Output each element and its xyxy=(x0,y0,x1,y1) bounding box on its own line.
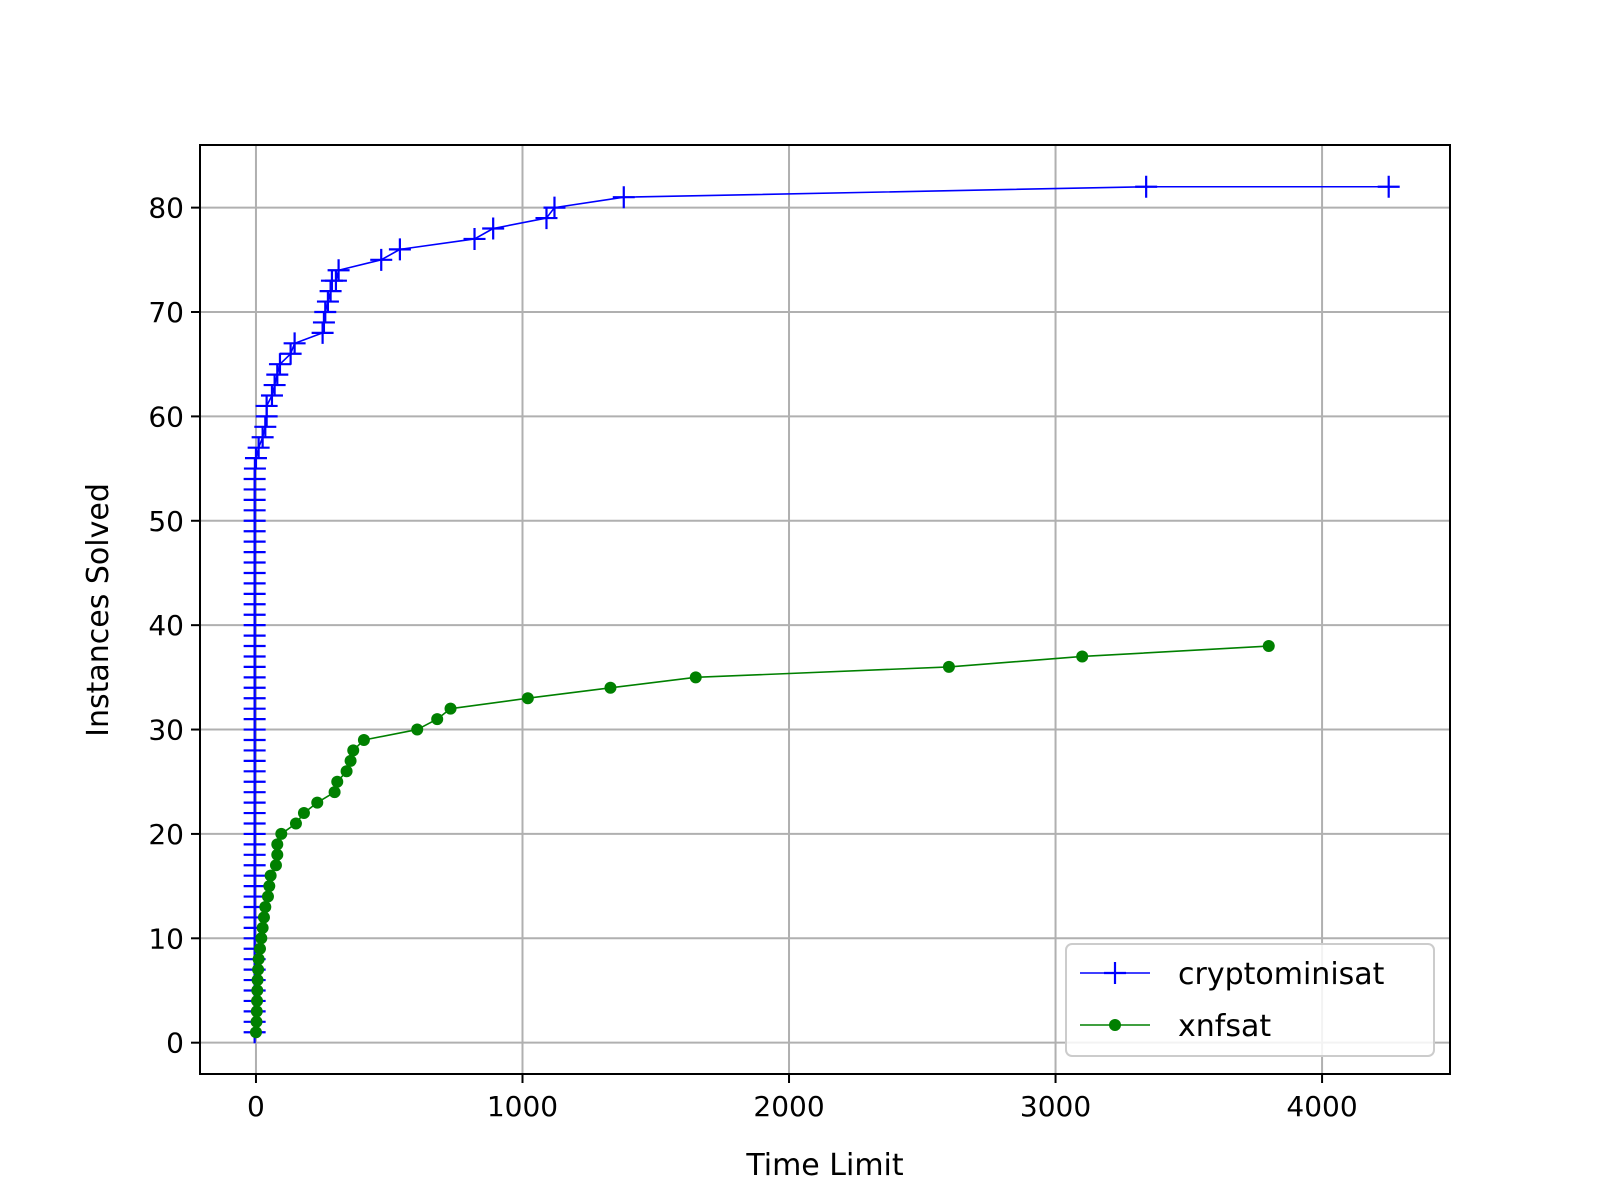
data-point-cryptominisat xyxy=(254,415,277,438)
data-point-cryptominisat xyxy=(244,447,267,470)
data-point-cryptominisat xyxy=(1377,175,1400,198)
data-point-xnfsat xyxy=(604,681,617,694)
data-point-xnfsat xyxy=(331,775,344,788)
y-tick-label: 60 xyxy=(148,400,184,433)
x-tick-label: 1000 xyxy=(487,1090,558,1123)
y-tick-label: 40 xyxy=(148,609,184,642)
y-axis-label: Instances Solved xyxy=(81,483,116,737)
data-point-xnfsat xyxy=(297,807,310,820)
data-point-xnfsat xyxy=(344,754,357,767)
data-point-cryptominisat xyxy=(266,363,289,386)
data-point-xnfsat xyxy=(269,859,282,872)
data-point-xnfsat xyxy=(411,723,424,736)
y-tick-label: 80 xyxy=(148,192,184,225)
data-point-cryptominisat xyxy=(388,238,411,261)
data-point-xnfsat xyxy=(252,963,265,976)
data-point-xnfsat xyxy=(431,713,444,726)
data-point-xnfsat xyxy=(340,765,353,778)
legend-marker-cryptominisat xyxy=(1104,962,1126,984)
data-point-cryptominisat xyxy=(463,227,486,250)
series-xnfsat xyxy=(249,640,1275,1039)
legend: cryptominisat xnfsat xyxy=(1065,943,1435,1057)
data-point-xnfsat xyxy=(271,838,284,851)
data-point-xnfsat xyxy=(255,932,268,945)
data-point-cryptominisat xyxy=(255,394,278,417)
data-point-cryptominisat xyxy=(279,342,302,365)
data-point-cryptominisat xyxy=(314,301,337,324)
data-point-xnfsat xyxy=(942,660,955,673)
data-point-xnfsat xyxy=(252,953,265,966)
plot-frame xyxy=(199,144,1451,1075)
data-point-cryptominisat xyxy=(612,186,635,209)
data-point-xnfsat xyxy=(357,733,370,746)
data-point-xnfsat xyxy=(275,827,288,840)
data-point-xnfsat xyxy=(250,1005,263,1018)
data-point-xnfsat xyxy=(271,848,284,861)
y-tick-label: 50 xyxy=(148,505,184,538)
data-point-cryptominisat xyxy=(1135,175,1158,198)
data-point-xnfsat xyxy=(251,984,264,997)
y-tick-label: 70 xyxy=(148,296,184,329)
data-point-cryptominisat xyxy=(316,290,339,313)
data-point-xnfsat xyxy=(328,786,341,799)
y-tick-label: 20 xyxy=(148,818,184,851)
data-point-cryptominisat xyxy=(312,311,335,334)
data-point-cryptominisat xyxy=(263,374,286,397)
data-point-cryptominisat xyxy=(283,332,306,355)
data-point-cryptominisat xyxy=(311,321,334,344)
data-point-xnfsat xyxy=(521,692,534,705)
data-point-cryptominisat xyxy=(482,217,505,240)
data-point-cryptominisat xyxy=(327,259,350,282)
x-tick-label: 2000 xyxy=(753,1090,824,1123)
x-tick-label: 4000 xyxy=(1286,1090,1357,1123)
grid xyxy=(200,145,1450,1074)
data-point-cryptominisat xyxy=(251,426,274,449)
axis-ticks: 0 1000 2000 3000 4000 0 10 20 30 40 50 60 70 80 xyxy=(148,192,1357,1123)
x-tick-label: 0 xyxy=(247,1090,265,1123)
data-point-cryptominisat xyxy=(268,353,291,376)
data-point-xnfsat xyxy=(250,1015,263,1028)
data-point-xnfsat xyxy=(253,942,266,955)
data-point-xnfsat xyxy=(257,911,270,924)
legend-box xyxy=(1065,943,1435,1057)
y-tick-label: 10 xyxy=(148,922,184,955)
data-point-cryptominisat xyxy=(370,248,393,271)
data-point-xnfsat xyxy=(444,702,457,715)
x-axis-label: Time Limit xyxy=(745,1148,904,1183)
data-point-xnfsat xyxy=(689,671,702,684)
plot-series xyxy=(243,175,1400,1044)
data-point-xnfsat xyxy=(1262,640,1275,653)
data-point-cryptominisat xyxy=(319,280,342,303)
data-point-xnfsat xyxy=(259,900,272,913)
data-point-cryptominisat xyxy=(543,196,566,219)
data-point-cryptominisat xyxy=(324,269,347,292)
legend-label-xnfsat: xnfsat xyxy=(1178,1009,1271,1044)
legend-marker-xnfsat xyxy=(1109,1019,1121,1031)
data-point-xnfsat xyxy=(264,869,277,882)
y-tick-label: 0 xyxy=(166,1027,184,1060)
x-tick-label: 3000 xyxy=(1020,1090,1091,1123)
data-point-xnfsat xyxy=(251,974,264,987)
data-point-xnfsat xyxy=(251,994,264,1007)
data-point-xnfsat xyxy=(249,1026,262,1039)
y-tick-label: 30 xyxy=(148,714,184,747)
data-point-xnfsat xyxy=(347,744,360,757)
data-point-xnfsat xyxy=(263,880,276,893)
legend-label-cryptominisat: cryptominisat xyxy=(1178,957,1385,992)
data-point-xnfsat xyxy=(1076,650,1089,663)
data-point-xnfsat xyxy=(289,817,302,830)
data-point-xnfsat xyxy=(256,921,269,934)
data-point-xnfsat xyxy=(261,890,274,903)
data-point-cryptominisat xyxy=(260,384,283,407)
data-point-xnfsat xyxy=(311,796,324,809)
data-point-cryptominisat xyxy=(247,436,270,459)
